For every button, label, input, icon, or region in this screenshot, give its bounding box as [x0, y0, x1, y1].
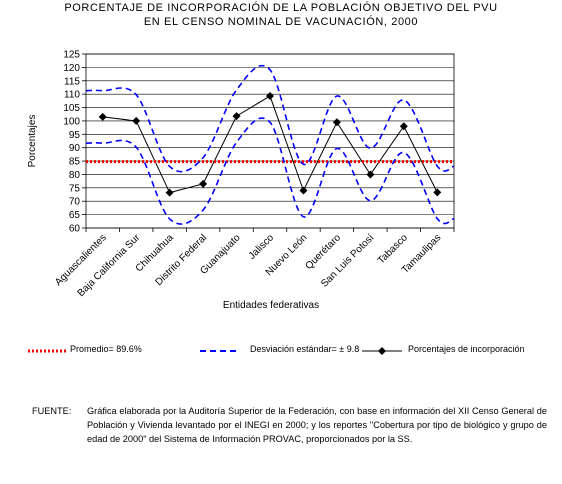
data-point-marker: [98, 112, 107, 121]
y-tick-label: 100: [63, 116, 80, 127]
series-line-desviacion-upper: [85, 64, 455, 173]
series-line-desviacion-lower: [85, 117, 455, 225]
data-point-marker: [266, 92, 274, 101]
legend-desviacion-swatch: [200, 350, 238, 352]
y-ticks: 60 65 70 75 80 85 90 95 100 105 110 115 120 125: [63, 50, 86, 235]
data-point-marker: [165, 188, 174, 197]
legend-promedio-swatch: [28, 349, 66, 353]
y-tick-label: 110: [64, 90, 80, 101]
y-tick-label: 95: [69, 130, 81, 141]
x-tick-label: Baja California Sur: [76, 232, 143, 299]
y-tick-label: 70: [69, 197, 81, 208]
data-point-marker: [132, 116, 141, 125]
data-point-marker: [332, 118, 341, 127]
series-line-porcentajes: [102, 95, 438, 194]
chart-title-line-2: EN EL CENSO NOMINAL DE VACUNACIÓN, 2000: [143, 16, 419, 28]
chart-title-line-1: PORCENTAJE DE INCORPORACIÓN DE LA POBLAC…: [64, 2, 498, 14]
series-group: [85, 64, 455, 225]
plot-frame: [85, 53, 455, 229]
legend-porcentajes-swatch: [362, 347, 402, 355]
x-tick-label: Jalisco: [247, 232, 277, 262]
x-axis-label: Entidades federativas: [223, 300, 319, 311]
x-tick-label: Tabasco: [376, 232, 410, 266]
y-tick-label: 60: [69, 224, 81, 235]
y-tick-label: 105: [63, 103, 80, 114]
data-point-marker: [232, 112, 241, 121]
y-tick-label: 80: [69, 170, 81, 181]
chart-plot: 60 65 70 75 80 85 90 95 100 105 110 115 120 125 Aguas…: [27, 50, 455, 311]
y-tick-label: 75: [69, 183, 81, 194]
source-label: FUENTE:: [32, 406, 72, 416]
legend-desviacion-label: Desviación estándar= ± 9.8: [250, 344, 360, 354]
y-tick-label: 85: [69, 157, 81, 168]
data-point-marker: [199, 179, 208, 188]
y-axis-label: Porcentajes: [27, 115, 38, 168]
data-point-marker: [366, 170, 375, 179]
y-tick-label: 125: [63, 50, 80, 61]
legend-promedio-label: Promedio= 89.6%: [70, 344, 142, 354]
y-tick-label: 120: [63, 63, 80, 74]
data-point-marker: [299, 186, 308, 195]
source-text: Gráfica elaborada por la Auditoría Super…: [87, 406, 547, 444]
data-point-marker: [399, 122, 408, 131]
data-point-marker: [433, 188, 442, 197]
legend-porcentajes-label: Porcentajes de incorporación: [408, 344, 525, 354]
y-tick-label: 115: [64, 76, 80, 87]
y-tick-label: 65: [69, 210, 81, 221]
y-tick-label: 90: [69, 143, 81, 154]
gridlines: [86, 53, 454, 229]
